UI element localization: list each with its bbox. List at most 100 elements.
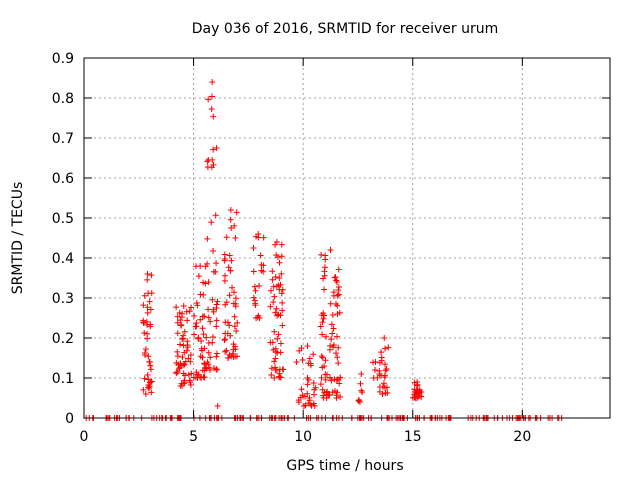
data-point <box>323 389 330 396</box>
data-point <box>279 299 286 306</box>
data-point <box>335 360 342 367</box>
data-point <box>148 366 155 373</box>
data-point <box>321 286 328 293</box>
data-point <box>275 311 282 318</box>
data-point <box>187 381 194 388</box>
data-point <box>276 286 283 293</box>
data-point <box>332 274 339 281</box>
data-point <box>335 344 342 351</box>
data-point <box>256 282 263 289</box>
data-point <box>214 298 221 305</box>
data-point <box>327 300 334 307</box>
data-point <box>205 279 212 286</box>
data-point <box>191 312 198 319</box>
data-point <box>173 359 180 366</box>
data-point <box>177 322 184 329</box>
data-point <box>253 315 260 321</box>
data-point <box>323 371 330 378</box>
data-point <box>332 301 339 308</box>
data-point <box>224 330 231 337</box>
data-point <box>184 338 191 345</box>
data-point <box>225 264 232 271</box>
data-point <box>197 316 204 323</box>
data-point <box>298 386 305 393</box>
data-point <box>184 344 191 351</box>
data-point <box>214 366 221 373</box>
data-point <box>202 263 209 270</box>
data-point <box>310 351 317 358</box>
data-point <box>273 283 280 290</box>
data-point <box>269 276 276 283</box>
data-point <box>192 323 199 330</box>
data-point <box>305 376 312 383</box>
data-point <box>145 353 152 360</box>
data-point <box>322 376 329 383</box>
data-point <box>142 346 149 353</box>
data-point <box>199 354 206 361</box>
data-point <box>279 322 286 329</box>
data-point <box>331 274 338 281</box>
data-point <box>208 219 215 226</box>
data-point <box>411 388 418 395</box>
data-point <box>174 348 181 355</box>
data-point <box>142 391 149 397</box>
data-point <box>177 317 184 324</box>
data-point <box>320 310 327 317</box>
data-point <box>144 276 151 283</box>
grid-lines <box>84 57 610 418</box>
data-point <box>280 366 287 373</box>
data-point <box>147 306 154 313</box>
data-point <box>371 367 378 374</box>
data-point <box>328 377 335 384</box>
data-point <box>180 342 187 349</box>
data-point <box>272 274 279 281</box>
data-point <box>187 379 194 386</box>
data-point <box>200 291 207 298</box>
y-tick-label: 0.3 <box>52 291 74 307</box>
data-point <box>299 392 306 399</box>
data-point <box>205 314 212 321</box>
data-point <box>337 393 344 400</box>
data-point <box>333 277 340 284</box>
data-point <box>319 331 326 338</box>
data-point <box>311 386 318 393</box>
chart-title: Day 036 of 2016, SRMTID for receiver uru… <box>192 21 499 37</box>
data-point <box>226 292 233 299</box>
data-point <box>278 253 285 260</box>
data-point <box>276 274 283 281</box>
data-point <box>304 343 311 349</box>
x-tick-label: 20 <box>513 429 531 445</box>
data-point <box>147 321 154 328</box>
data-point <box>205 361 212 368</box>
data-point <box>209 296 216 303</box>
data-point <box>255 231 262 237</box>
y-tick-label: 0.6 <box>52 171 74 187</box>
y-axis-label: SRMTID / TECUs <box>10 182 26 295</box>
data-point <box>318 374 325 381</box>
data-point <box>251 297 258 304</box>
data-point <box>187 351 194 358</box>
data-point <box>210 113 217 120</box>
data-point <box>319 354 326 361</box>
y-tick-label: 0.1 <box>52 371 74 387</box>
data-point <box>272 309 279 316</box>
data-point <box>271 293 278 300</box>
data-point <box>271 375 278 381</box>
data-point <box>382 345 389 352</box>
data-point <box>319 319 326 326</box>
data-point <box>278 270 285 277</box>
data-point <box>176 341 183 348</box>
data-point <box>201 345 208 352</box>
data-point <box>329 389 336 396</box>
data-point <box>174 330 181 337</box>
data-point <box>209 339 216 346</box>
data-point <box>233 209 240 216</box>
data-point <box>322 252 329 259</box>
data-point <box>207 354 214 361</box>
data-point <box>210 247 217 254</box>
data-point <box>381 335 388 341</box>
y-tick-label: 0 <box>65 411 74 427</box>
data-point <box>416 386 423 393</box>
data-point <box>226 322 233 329</box>
data-point <box>140 320 147 327</box>
